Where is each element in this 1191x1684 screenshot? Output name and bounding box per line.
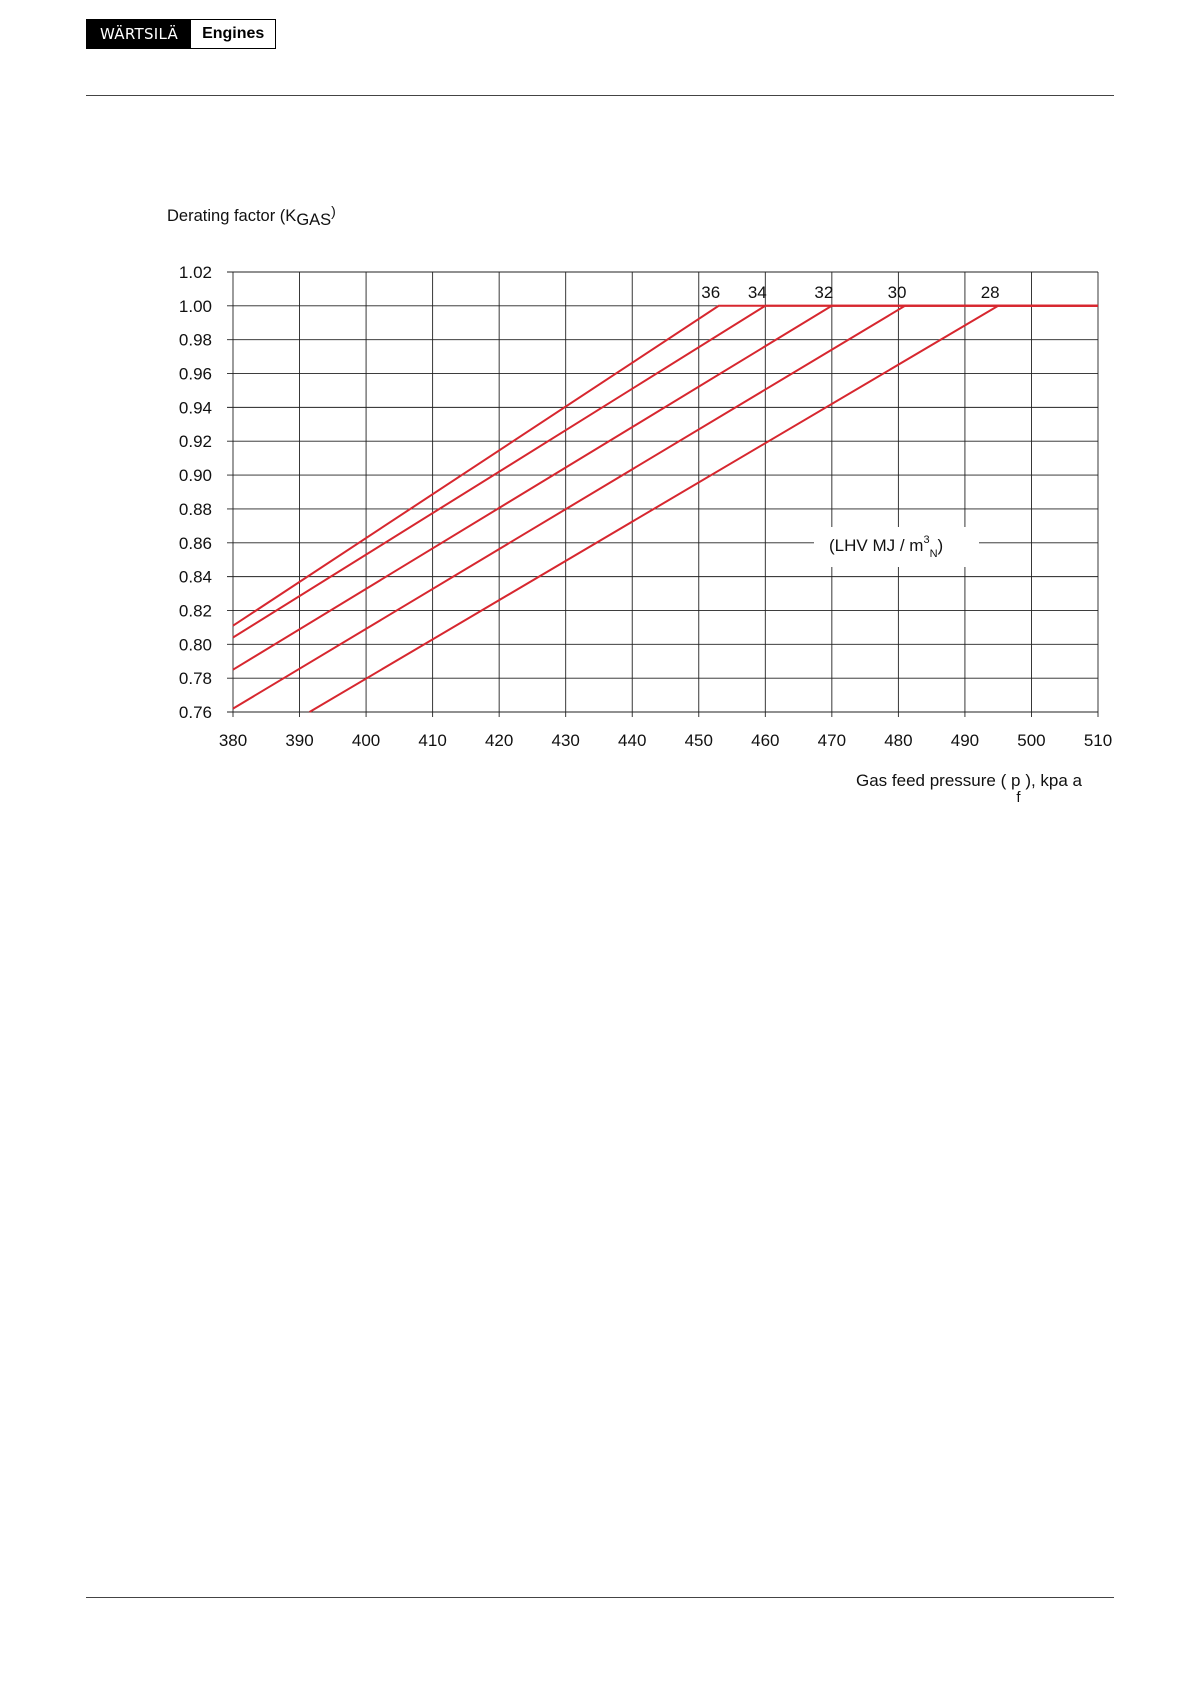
x-tick-label: 460 — [751, 731, 779, 750]
series-line-32 — [232, 304, 1098, 671]
y-tick-label: 1.02 — [179, 263, 212, 282]
series-labels: 36 34 32 30 28 — [701, 283, 999, 302]
x-tick-label: 440 — [618, 731, 646, 750]
y-axis-label: Derating factor (KGAS) — [167, 203, 336, 229]
y-tick-label: 0.88 — [179, 500, 212, 519]
x-tick-label: 500 — [1017, 731, 1045, 750]
x-tick-label: 430 — [552, 731, 580, 750]
y-tick-label: 0.76 — [179, 703, 212, 722]
y-tick-label: 0.98 — [179, 331, 212, 350]
series-line-28 — [308, 304, 1098, 713]
series-label-30: 30 — [888, 283, 907, 302]
x-tick-labels: 380 390 400 410 420 430 440 450 460 470 480 490 500 5… — [219, 731, 1112, 750]
y-tick-label: 0.90 — [179, 466, 212, 485]
series-line-34 — [232, 304, 1098, 639]
x-tick-label: 410 — [418, 731, 446, 750]
y-tick-label: 1.00 — [179, 297, 212, 316]
series-line-30 — [232, 304, 1098, 710]
y-tick-label: 0.78 — [179, 669, 212, 688]
y-tick-label: 0.94 — [179, 398, 212, 417]
x-tick-label: 400 — [352, 731, 380, 750]
series-label-28: 28 — [981, 283, 1000, 302]
lhv-annotation: (LHV MJ / m3N) — [829, 534, 943, 560]
x-tick-label: 420 — [485, 731, 513, 750]
x-tick-label: 390 — [285, 731, 313, 750]
footer-rule — [86, 1597, 1114, 1598]
y-tick-label: 0.80 — [179, 635, 212, 654]
x-tick-label: 490 — [951, 731, 979, 750]
x-tick-label: 470 — [818, 731, 846, 750]
y-tick-label: 0.92 — [179, 432, 212, 451]
brand-logo: WÄRTSILÄ Engines — [86, 19, 277, 49]
brand-name: WÄRTSILÄ — [87, 20, 192, 48]
series-lines — [232, 304, 1098, 713]
series-label-36: 36 — [701, 283, 720, 302]
y-tick-label: 0.84 — [179, 568, 212, 587]
grid — [227, 271, 1099, 717]
y-tick-label: 0.86 — [179, 534, 212, 553]
series-label-32: 32 — [814, 283, 833, 302]
series-line-36 — [232, 304, 1098, 627]
y-tick-labels: 1.02 1.00 0.98 0.96 0.94 0.92 0.90 0.88 0.86 0.84… — [179, 263, 212, 722]
x-tick-label: 450 — [685, 731, 713, 750]
annotation-background — [814, 527, 979, 567]
header-rule — [86, 95, 1114, 96]
series-label-34: 34 — [748, 283, 767, 302]
y-tick-label: 0.82 — [179, 601, 212, 620]
y-tick-label: 0.96 — [179, 365, 212, 384]
x-tick-label: 480 — [884, 731, 912, 750]
derating-chart: Derating factor (KGAS) 1.02 1.00 0.98 0.96 0… — [167, 203, 1112, 806]
brand-product: Engines — [191, 20, 276, 48]
x-tick-label: 510 — [1084, 731, 1112, 750]
x-tick-label: 380 — [219, 731, 247, 750]
